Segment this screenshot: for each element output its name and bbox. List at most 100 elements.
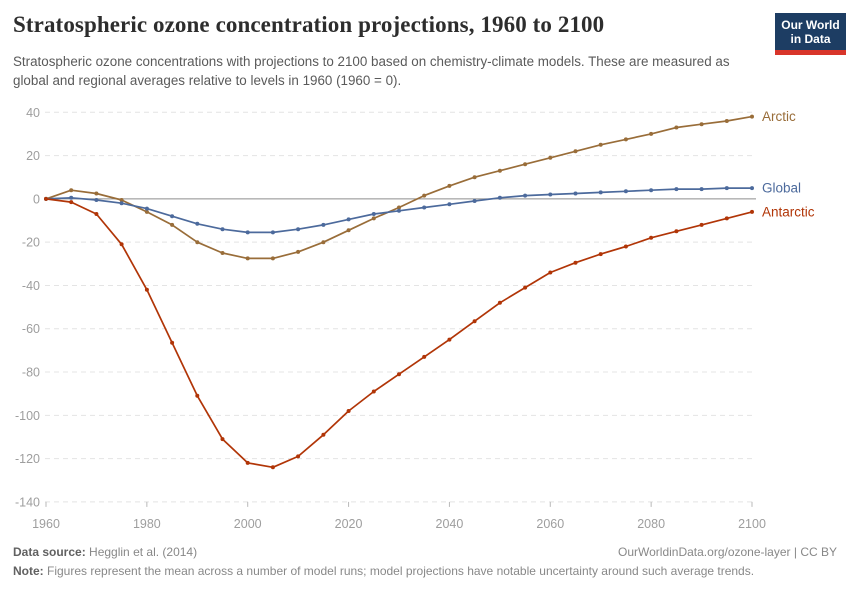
series-label-global: Global <box>762 181 801 196</box>
series-line-arctic <box>45 115 753 260</box>
data-point-antarctic <box>573 260 578 265</box>
data-point-antarctic <box>371 389 376 394</box>
y-axis-tick-label: -20 <box>22 236 40 250</box>
chart-subtitle: Stratospheric ozone concentrations with … <box>13 54 730 89</box>
data-point-arctic <box>573 149 578 154</box>
chart-footer: Data source: Hegglin et al. (2014) OurWo… <box>13 543 837 580</box>
data-point-antarctic <box>750 209 754 214</box>
data-point-antarctic <box>523 285 528 290</box>
data-point-arctic <box>699 122 704 127</box>
data-point-global <box>119 201 124 206</box>
data-point-antarctic <box>119 242 124 247</box>
y-axis-tick-label: 20 <box>26 149 40 163</box>
owid-logo-line1: Our World <box>781 18 840 32</box>
data-point-arctic <box>220 251 225 255</box>
data-point-arctic <box>649 131 654 136</box>
data-point-arctic <box>170 222 175 227</box>
data-point-antarctic <box>220 437 225 442</box>
data-point-global <box>170 214 175 219</box>
data-point-antarctic <box>422 354 427 359</box>
data-point-global <box>346 217 351 222</box>
data-point-arctic <box>523 162 528 167</box>
data-point-arctic <box>397 205 401 210</box>
data-point-arctic <box>674 125 679 130</box>
data-point-antarctic <box>497 300 502 305</box>
data-point-global <box>523 193 528 198</box>
note-text: Figures represent the mean across a numb… <box>43 563 755 578</box>
data-point-antarctic <box>44 196 48 201</box>
data-point-antarctic <box>346 409 351 413</box>
data-point-antarctic <box>598 252 603 257</box>
data-point-antarctic <box>94 212 99 216</box>
footer-credits: OurWorldinData.org/ozone-layer | CC BY <box>618 543 837 562</box>
data-point-global <box>699 187 704 192</box>
data-point-antarctic <box>649 235 654 240</box>
data-point-global <box>397 208 401 213</box>
data-point-global <box>750 186 754 191</box>
x-axis-tick-label: 2000 <box>234 517 262 531</box>
x-axis-tick-label: 2080 <box>637 517 665 531</box>
data-point-arctic <box>750 114 754 119</box>
data-point-global <box>472 199 477 203</box>
x-axis-tick-label: 2100 <box>738 517 766 531</box>
data-point-arctic <box>346 228 351 233</box>
data-point-global <box>371 212 376 216</box>
data-point-arctic <box>296 249 301 254</box>
data-point-arctic <box>422 193 427 198</box>
data-point-global <box>573 191 578 196</box>
data-point-arctic <box>69 188 74 193</box>
data-point-antarctic <box>548 270 553 275</box>
chart-note: Note: Figures represent the mean across … <box>13 562 837 581</box>
data-point-arctic <box>497 168 502 173</box>
y-axis-tick-label: 0 <box>33 192 40 206</box>
data-point-antarctic <box>724 216 729 221</box>
owid-logo-line2: in Data <box>790 32 831 46</box>
data-point-arctic <box>371 216 376 221</box>
data-point-antarctic <box>296 454 301 459</box>
y-axis-tick-label: -120 <box>15 452 40 466</box>
data-point-global <box>296 227 301 232</box>
series-line-antarctic <box>45 198 753 469</box>
data-point-arctic <box>144 209 149 214</box>
data-point-global <box>94 198 99 202</box>
data-source-label: Data source: <box>13 545 86 559</box>
data-point-global <box>548 192 553 197</box>
data-point-antarctic <box>270 465 275 470</box>
data-point-antarctic <box>144 287 149 292</box>
data-point-antarctic <box>699 222 704 227</box>
data-point-global <box>220 227 225 232</box>
series-label-arctic: Arctic <box>762 109 796 124</box>
data-point-global <box>447 202 452 207</box>
data-point-antarctic <box>472 319 477 324</box>
data-point-antarctic <box>397 372 401 377</box>
owid-link[interactable]: OurWorldinData.org/ozone-layer <box>618 545 791 559</box>
data-point-arctic <box>724 119 729 123</box>
data-point-arctic <box>548 155 553 160</box>
data-point-arctic <box>270 256 275 261</box>
y-axis-tick-label: -40 <box>22 279 40 293</box>
data-point-global <box>623 189 628 194</box>
data-point-antarctic <box>195 393 200 398</box>
series-label-antarctic: Antarctic <box>762 204 815 219</box>
y-axis-tick-label: -100 <box>15 409 40 423</box>
y-axis-tick-label: -80 <box>22 366 40 380</box>
x-axis-tick-label: 1960 <box>32 517 60 531</box>
data-point-global <box>674 187 679 192</box>
data-point-arctic <box>472 175 477 180</box>
data-source-text: Hegglin et al. (2014) <box>85 545 198 559</box>
y-axis-tick-label: 40 <box>26 106 40 120</box>
data-point-arctic <box>321 240 326 245</box>
data-point-global <box>321 222 326 227</box>
data-point-arctic <box>94 191 99 196</box>
data-point-global <box>422 205 427 210</box>
license-badge: | CC BY <box>790 545 837 559</box>
data-point-global <box>497 195 502 200</box>
data-point-global <box>69 195 74 200</box>
x-axis-tick-label: 2060 <box>536 517 564 531</box>
data-point-global <box>649 188 654 193</box>
data-point-global <box>724 186 729 191</box>
data-point-arctic <box>623 137 628 142</box>
data-point-arctic <box>195 240 200 245</box>
data-point-global <box>245 230 250 235</box>
data-point-antarctic <box>623 244 628 249</box>
